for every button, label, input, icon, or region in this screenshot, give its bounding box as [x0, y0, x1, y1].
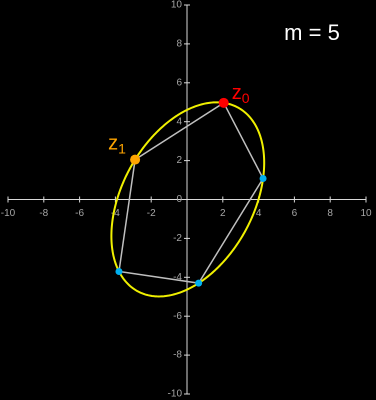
- y-tick-label: 4: [176, 116, 182, 127]
- y-tick-label: 10: [171, 0, 183, 11]
- x-tick-label: 2: [220, 208, 226, 219]
- y-tick-label: 8: [176, 39, 182, 50]
- x-tick-label: 10: [360, 208, 372, 219]
- point: [195, 279, 203, 287]
- x-tick-label: -6: [75, 208, 84, 219]
- ellipse: [110, 101, 266, 298]
- x-tick-label: 8: [327, 208, 333, 219]
- label-letter: z: [108, 133, 118, 155]
- y-tick-label: -6: [173, 311, 182, 322]
- label-index: 1: [118, 141, 126, 157]
- y-tick-label: 2: [176, 155, 182, 166]
- x-tick-label: -4: [111, 208, 120, 219]
- y-tick-label: -4: [173, 272, 182, 283]
- point: [115, 267, 123, 275]
- y-tick-label: -10: [168, 389, 183, 400]
- point-label: z0: [232, 82, 250, 106]
- point: [259, 174, 267, 182]
- x-tick-label: -10: [1, 208, 16, 219]
- annotation: m = 5: [284, 20, 340, 45]
- label-index: 0: [242, 90, 250, 106]
- point-label: z1: [108, 133, 126, 157]
- x-tick-label: -2: [147, 208, 156, 219]
- x-tick-label: 6: [292, 208, 298, 219]
- point: [130, 154, 141, 165]
- y-tick-label: 6: [176, 77, 182, 88]
- polygon: [118, 101, 264, 284]
- y-tick-label: -2: [173, 233, 182, 244]
- point: [218, 97, 229, 108]
- y-tick-label: -8: [173, 350, 182, 361]
- x-tick-label: -8: [39, 208, 48, 219]
- y-tick-label: 0: [176, 194, 182, 205]
- x-tick-label: 4: [256, 208, 262, 219]
- label-letter: z: [232, 82, 242, 104]
